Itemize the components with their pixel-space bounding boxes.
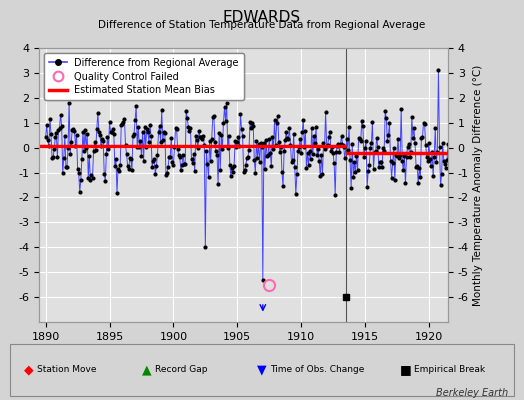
- Text: EDWARDS: EDWARDS: [223, 10, 301, 25]
- Text: Difference of Station Temperature Data from Regional Average: Difference of Station Temperature Data f…: [99, 20, 425, 30]
- Text: Record Gap: Record Gap: [155, 366, 207, 374]
- Text: Empirical Break: Empirical Break: [414, 366, 485, 374]
- Text: ■: ■: [400, 364, 412, 376]
- Text: ▼: ▼: [257, 364, 267, 376]
- Text: Time of Obs. Change: Time of Obs. Change: [270, 366, 364, 374]
- Legend: Difference from Regional Average, Quality Control Failed, Estimated Station Mean: Difference from Regional Average, Qualit…: [44, 53, 244, 100]
- Text: Station Move: Station Move: [37, 366, 96, 374]
- Text: ▲: ▲: [142, 364, 151, 376]
- Text: ◆: ◆: [24, 364, 34, 376]
- Text: Berkeley Earth: Berkeley Earth: [436, 388, 508, 398]
- Y-axis label: Monthly Temperature Anomaly Difference (°C): Monthly Temperature Anomaly Difference (…: [473, 64, 483, 306]
